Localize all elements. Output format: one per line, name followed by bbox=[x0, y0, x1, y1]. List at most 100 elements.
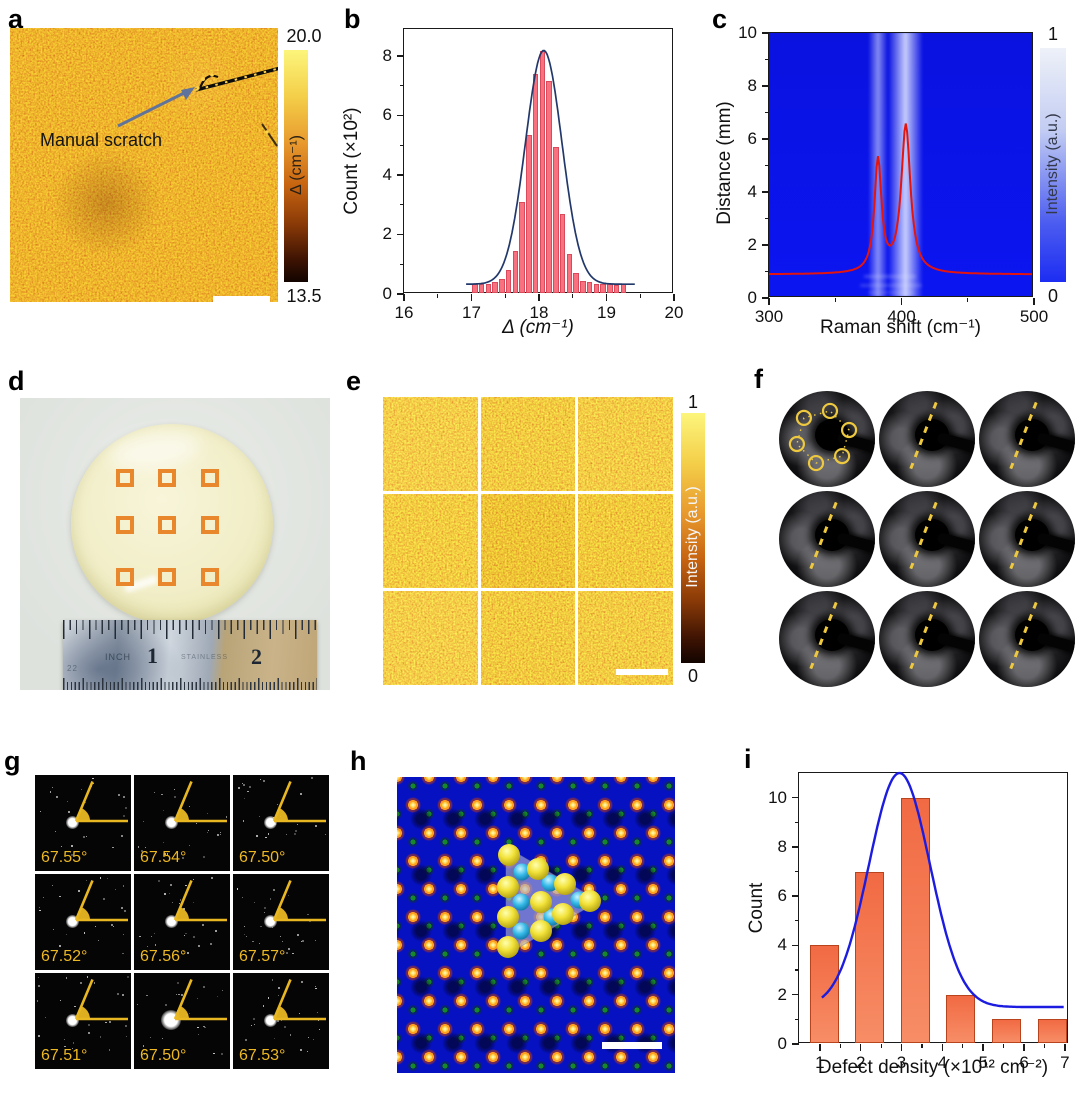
histogram-bar bbox=[586, 282, 593, 293]
diffraction-spot bbox=[245, 1039, 247, 1041]
diffraction-spot bbox=[140, 850, 143, 853]
diffraction-spot bbox=[125, 1024, 128, 1027]
y-tick-label: 2 bbox=[777, 984, 787, 1004]
saed-tile: 67.51° bbox=[35, 973, 131, 1069]
raman-map-tile bbox=[383, 494, 478, 588]
diffraction-spot bbox=[182, 907, 185, 910]
diffraction-spot bbox=[110, 923, 113, 926]
diffraction-spot bbox=[51, 884, 53, 886]
y-tick-label: 6 bbox=[777, 886, 787, 906]
diffraction-spot bbox=[299, 1048, 302, 1051]
panel-label-b: b bbox=[344, 4, 361, 34]
y-tick bbox=[762, 32, 769, 34]
diffraction-spot bbox=[149, 1036, 152, 1039]
diffraction-spot bbox=[301, 940, 303, 942]
angle-marker bbox=[272, 978, 326, 1021]
scratch-and-arrow-overlay bbox=[117, 66, 278, 147]
angle-label: 67.52° bbox=[41, 948, 88, 965]
histogram-bar bbox=[559, 213, 566, 293]
chalcogen-atom-sphere bbox=[527, 858, 549, 880]
y-tick-label: 4 bbox=[382, 164, 392, 184]
diffraction-spot bbox=[202, 985, 205, 988]
colorbar-a: Δ (cm⁻¹) bbox=[284, 50, 308, 282]
diffraction-spot bbox=[187, 952, 190, 955]
diffraction-spot bbox=[168, 892, 171, 895]
x-tick-label: 16 bbox=[394, 303, 414, 322]
central-beam-spot bbox=[263, 1013, 277, 1027]
diffraction-tile bbox=[779, 391, 875, 487]
diffraction-spot bbox=[158, 880, 161, 883]
x-tick-label: 5 bbox=[978, 1053, 988, 1072]
diffraction-spot bbox=[178, 993, 180, 996]
histogram-bar bbox=[505, 270, 512, 293]
diffraction-spot bbox=[145, 846, 147, 848]
diffraction-spot bbox=[217, 833, 220, 836]
chalcogen-atom-sphere bbox=[530, 920, 552, 942]
diffraction-spot bbox=[259, 815, 261, 817]
diffraction-tile bbox=[879, 491, 975, 587]
tile-noise bbox=[480, 591, 576, 685]
diffraction-spot bbox=[307, 1036, 309, 1038]
diffraction-spot bbox=[196, 997, 198, 999]
panel-label-d: d bbox=[8, 366, 25, 396]
angle-label: 67.53° bbox=[239, 1047, 286, 1064]
histogram-bar bbox=[532, 73, 539, 293]
y-tick-label: 10 bbox=[738, 23, 757, 42]
panel-label-e: e bbox=[346, 366, 362, 396]
beam-stop-arm bbox=[1035, 632, 1075, 654]
x-minor-tick bbox=[839, 1044, 841, 1048]
histogram-bar bbox=[945, 994, 976, 1043]
diffraction-spot bbox=[38, 985, 40, 987]
diffraction-spot bbox=[315, 985, 317, 987]
y-tick-label: 10 bbox=[768, 787, 787, 807]
panel-label-a: a bbox=[8, 4, 24, 34]
raman-map-tile bbox=[480, 591, 576, 685]
diffraction-spot bbox=[161, 1037, 163, 1039]
afm-scratch-map-image: Manual scratch bbox=[10, 28, 278, 302]
histogram-bar bbox=[499, 279, 505, 293]
diffraction-spot bbox=[292, 952, 294, 954]
y-minor-tick bbox=[795, 969, 799, 971]
x-minor-tick bbox=[437, 294, 439, 298]
diffraction-spot bbox=[60, 846, 63, 848]
diffraction-spot bbox=[265, 836, 267, 838]
diffraction-spot bbox=[54, 830, 57, 833]
angle-label: 67.56° bbox=[140, 948, 187, 965]
histogram-bar bbox=[526, 134, 532, 293]
diffraction-spot bbox=[108, 1020, 111, 1023]
x-tick bbox=[1064, 1044, 1066, 1051]
x-minor-tick bbox=[1043, 1044, 1046, 1048]
y-tick bbox=[792, 846, 799, 848]
y-tick-label: 0 bbox=[777, 1034, 787, 1053]
diffraction-tile bbox=[979, 591, 1075, 687]
diffraction-spot bbox=[120, 834, 123, 837]
wafer-region-square bbox=[201, 516, 219, 534]
y-tick bbox=[762, 191, 769, 193]
histogram-bar bbox=[472, 283, 478, 293]
diffraction-spot bbox=[182, 857, 185, 859]
diffraction-spot bbox=[250, 1024, 252, 1027]
diffraction-spot bbox=[307, 1050, 309, 1052]
diffraction-spot bbox=[80, 789, 83, 791]
x-tick-label: 400 bbox=[887, 307, 916, 326]
angle-marker bbox=[74, 978, 128, 1021]
diffraction-spot bbox=[59, 895, 61, 898]
angle-marker bbox=[74, 780, 128, 823]
x-tick-label: 18 bbox=[529, 303, 549, 322]
x-tick-label: 19 bbox=[597, 303, 616, 322]
panel-label-c: c bbox=[712, 4, 728, 34]
y-minor-tick bbox=[795, 821, 799, 823]
diffraction-spot bbox=[163, 809, 165, 811]
diffraction-spot bbox=[245, 936, 247, 938]
diffraction-spot bbox=[243, 797, 246, 800]
diffraction-spot bbox=[86, 836, 88, 838]
chalcogen-atom-sphere bbox=[530, 891, 552, 913]
diffraction-spot bbox=[185, 884, 187, 887]
central-beam-spot bbox=[65, 914, 79, 928]
diffraction-spot bbox=[83, 932, 85, 934]
angle-label: 67.55° bbox=[41, 849, 88, 866]
angle-marker bbox=[272, 879, 326, 922]
x-tick-label: 3 bbox=[896, 1053, 907, 1072]
diffraction-spot bbox=[126, 976, 129, 979]
diffraction-spot bbox=[146, 994, 148, 996]
